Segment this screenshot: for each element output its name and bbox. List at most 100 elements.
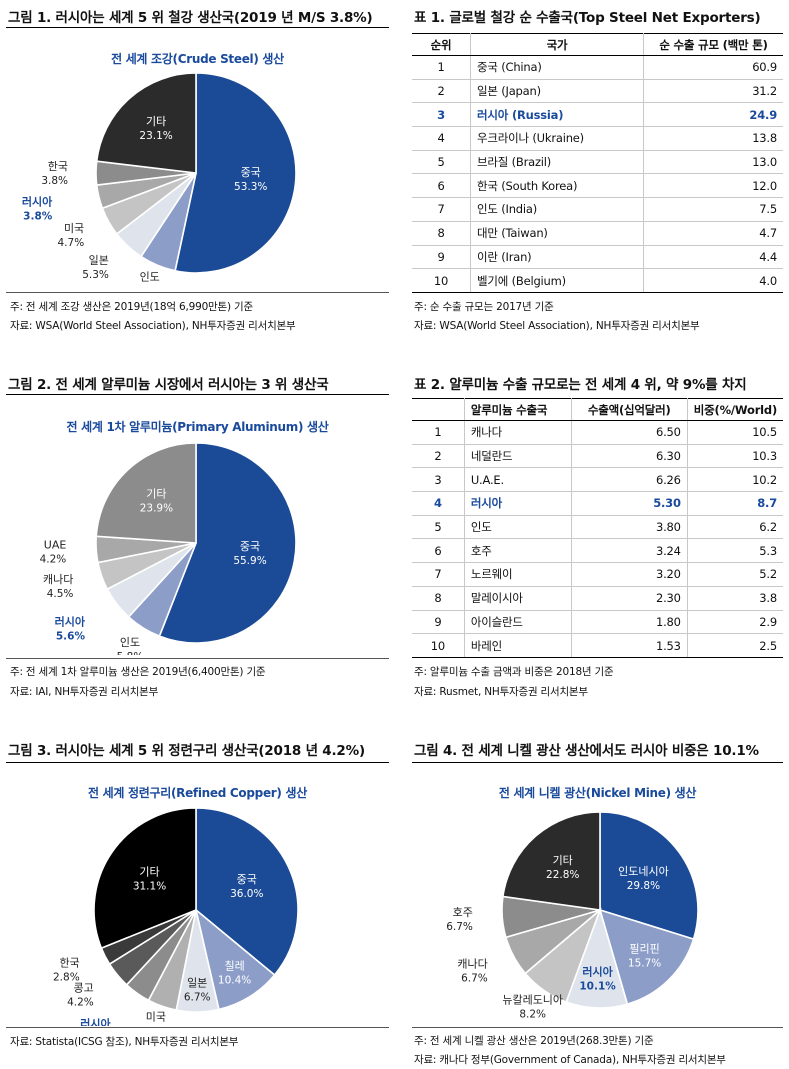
table1-cell: 31.2	[643, 79, 783, 104]
fig2-bottom-rule	[6, 658, 389, 659]
table2-cell: 3	[412, 467, 465, 493]
copper-pie-chart: 중국 36.0% 칠레 10.4% 일본 6.7% 미국 4.6% 러시아4.2% 콩고 4.2% 한…	[53, 807, 299, 1027]
pie-label-copper-3: 미국 4.6%	[143, 1011, 170, 1027]
pie-slice-value: 10.1%	[579, 981, 616, 993]
pie-label-nickel-4: 캐나다 6.7%	[457, 957, 487, 984]
pie-slice-value: 4.2%	[40, 553, 67, 565]
aluminum-pie-chart: 중국 55.9% 인도 5.8% 러시아 5.6% 캐나다 4.5% UAE 4.2% 기타 23.9…	[40, 442, 297, 655]
fig1-chart-title: 전 세계 조강(Crude Steel) 생산	[111, 52, 284, 66]
pie-slice-value: 23.9%	[140, 503, 173, 515]
pie-label-aluminum-4: UAE 4.2%	[40, 538, 67, 565]
table2-cell: 5.3	[687, 538, 783, 564]
table2-cell: 2.9	[687, 610, 783, 635]
table1-cell: 5	[412, 150, 471, 175]
pie-slice-value: 5.3%	[82, 269, 109, 281]
pie-slice-label: 미국	[64, 222, 84, 235]
table1-cell: 3	[412, 102, 471, 128]
pie-slice-label: 인도네시아	[618, 865, 669, 878]
pie-label-nickel-1: 필리핀 15.7%	[628, 943, 661, 970]
pie-slice-steel-0	[174, 72, 297, 274]
pie-slice-label: 기타	[146, 488, 166, 501]
table1-row: 9 이란 (Iran) 4.4	[412, 245, 783, 270]
table1-row: 7 인도 (India) 7.5	[412, 197, 783, 222]
pie-label-steel-0: 중국 53.3%	[234, 166, 267, 193]
pie-slice-aluminum-0	[158, 442, 297, 644]
pie-slice-value: 29.8%	[627, 880, 660, 892]
table2-cell: 캐나다	[464, 420, 572, 445]
pie-label-nickel-3: 뉴칼레도니아 8.2%	[502, 993, 563, 1020]
fig1-top-rule	[6, 27, 389, 28]
pie-slice-label: 일본	[187, 976, 207, 990]
table1-cell: 24.9	[643, 102, 783, 128]
pie-label-steel-2: 일본 5.3%	[82, 253, 109, 281]
pie-slice-value: 31.1%	[133, 881, 166, 893]
fig3-source: 자료: Statista(ICSG 참조), NH투자증권 리서치본부	[10, 1036, 239, 1048]
pie-label-nickel-6: 기타 22.8%	[546, 854, 579, 881]
pie-label-nickel-2: 러시아 10.1%	[579, 965, 616, 993]
table1-cell: 13.0	[643, 150, 783, 175]
pie-slice-label: 한국	[48, 160, 68, 173]
table2-title: 표 2. 알루미늄 수출 규모로는 전 세계 4 위, 약 9%를 차지	[414, 377, 747, 393]
table2-cell: 10.5	[687, 420, 783, 445]
table2-cell: 2.5	[687, 633, 783, 658]
table1-cell: 9	[412, 245, 471, 270]
table1-cell: 13.8	[643, 126, 783, 151]
pie-slice-label: 뉴칼레도니아	[502, 993, 563, 1006]
table1-cell: 8	[412, 221, 471, 246]
pie-slice-value: 55.9%	[233, 555, 266, 567]
table1-header-country: 국가	[470, 33, 644, 56]
table2-cell: 호주	[464, 538, 572, 564]
table1-row: 1 중국 (China) 60.9	[412, 55, 783, 80]
fig3-chart-title: 전 세계 정련구리(Refined Copper) 생산	[88, 786, 307, 800]
table1-cell: 대만 (Taiwan)	[470, 221, 644, 246]
table2-source: 자료: Rusmet, NH투자증권 리서치본부	[414, 686, 588, 698]
table1-row: 6 한국 (South Korea) 12.0	[412, 173, 783, 199]
pie-slice-value: 23.1%	[139, 130, 172, 142]
table2-cell: 2.30	[571, 586, 688, 611]
pie-slice-value: 6.7%	[461, 972, 488, 984]
pie-label-aluminum-5: 기타 23.9%	[140, 488, 173, 515]
table1-note: 주: 순 수출 규모는 2017년 기준	[414, 301, 554, 313]
table2-row: 6 호주 3.24 5.3	[412, 538, 783, 564]
table2-row: 10 바레인 1.53 2.5	[412, 633, 783, 658]
pie-label-aluminum-0: 중국 55.9%	[233, 540, 266, 567]
table2-cell: 1.53	[571, 633, 688, 658]
table1-cell: 60.9	[643, 55, 783, 80]
pie-label-copper-0: 중국 36.0%	[230, 873, 263, 900]
table1-cell: 7.5	[643, 197, 783, 222]
table2-cell: 말레이시아	[464, 586, 572, 611]
table2-cell: 1	[412, 420, 465, 445]
pie-slice-nickel-0	[599, 811, 699, 941]
pie-slice-label: 러시아	[55, 614, 86, 628]
table1-row: 4 우크라이나 (Ukraine) 13.8	[412, 126, 783, 151]
pie-label-copper-5: 콩고 4.2%	[67, 982, 94, 1009]
table2-row: 8 말레이시아 2.30 3.8	[412, 586, 783, 611]
pie-label-aluminum-2: 러시아 5.6%	[55, 614, 86, 642]
table1-cell: 4.7	[643, 221, 783, 246]
pie-slice-label: 인도	[120, 636, 140, 649]
table2-cell: 6.50	[571, 420, 688, 445]
table2-cell: 바레인	[464, 633, 572, 658]
table2-cell: 10.2	[687, 467, 783, 493]
table2-cell: 9	[412, 610, 465, 635]
fig1-bottom-rule	[6, 292, 389, 293]
pie-slice-nickel-6	[502, 811, 601, 911]
table2-cell: 4	[412, 491, 465, 516]
table2-cell: 2	[412, 444, 465, 469]
pie-slice-label: 러시아	[582, 965, 613, 979]
pie-slice-value: 15.7%	[628, 958, 661, 970]
table2-cell: U.A.E.	[464, 467, 572, 493]
pie-slice-label: 인도	[140, 271, 160, 284]
pie-slice-value: 3.8%	[23, 210, 53, 222]
table2-cell: 6.26	[571, 467, 688, 493]
table1-cell: 일본 (Japan)	[470, 79, 644, 104]
table2-row: 5 인도 3.80 6.2	[412, 515, 783, 540]
table2-cell: 3.20	[571, 562, 688, 587]
fig3-bottom-rule	[6, 1027, 389, 1028]
table1-cell: 7	[412, 197, 471, 222]
fig3-title: 그림 3. 러시아는 세계 5 위 정련구리 생산국(2018 년 4.2%)	[8, 743, 365, 759]
table2-row: 3 U.A.E. 6.26 10.2	[412, 467, 783, 493]
pie-slice-label: 중국	[240, 540, 260, 553]
table2-cell: 노르웨이	[464, 562, 572, 587]
table1-cell: 브라질 (Brazil)	[470, 150, 644, 175]
